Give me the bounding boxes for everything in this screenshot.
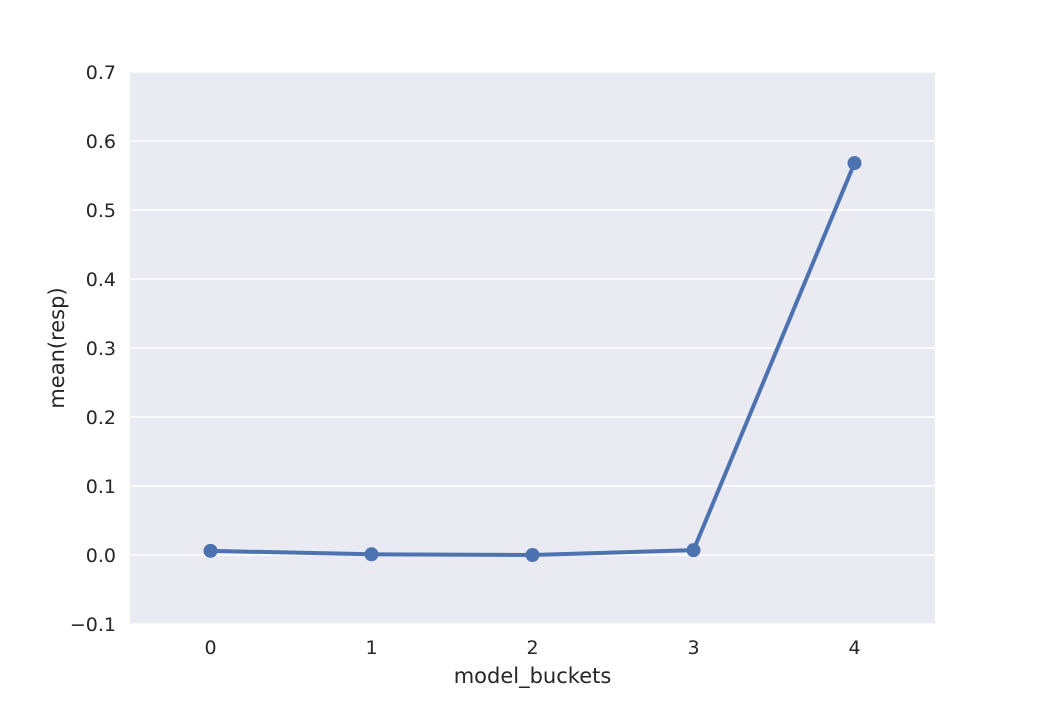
- y-tick-label: 0.3: [86, 338, 116, 360]
- x-axis-label: model_buckets: [454, 664, 612, 689]
- data-point: [847, 156, 862, 171]
- x-tick-label: 1: [365, 637, 377, 659]
- y-tick-label: 0.0: [86, 545, 116, 567]
- x-tick-label: 3: [687, 637, 699, 659]
- data-point: [686, 543, 701, 558]
- x-axis-ticks: 0 1 2 3 4: [204, 637, 860, 659]
- y-tick-label: 0.7: [86, 62, 116, 84]
- x-tick-label: 4: [848, 637, 860, 659]
- series-layer: [203, 156, 862, 562]
- x-tick-label: 2: [526, 637, 538, 659]
- y-tick-label: 0.1: [86, 476, 116, 498]
- y-tick-label: 0.2: [86, 407, 116, 429]
- y-axis-label: mean(resp): [45, 287, 69, 408]
- x-tick-label: 0: [204, 637, 216, 659]
- data-point: [203, 543, 218, 558]
- data-point: [525, 548, 540, 562]
- y-tick-label: 0.5: [86, 200, 116, 222]
- y-tick-label: −0.1: [70, 614, 116, 636]
- y-tick-label: 0.6: [86, 131, 116, 153]
- y-tick-label: 0.4: [86, 269, 116, 291]
- data-point: [364, 547, 379, 562]
- y-axis-ticks: −0.1 0.0 0.1 0.2 0.3 0.4 0.5 0.6 0.7: [70, 62, 116, 636]
